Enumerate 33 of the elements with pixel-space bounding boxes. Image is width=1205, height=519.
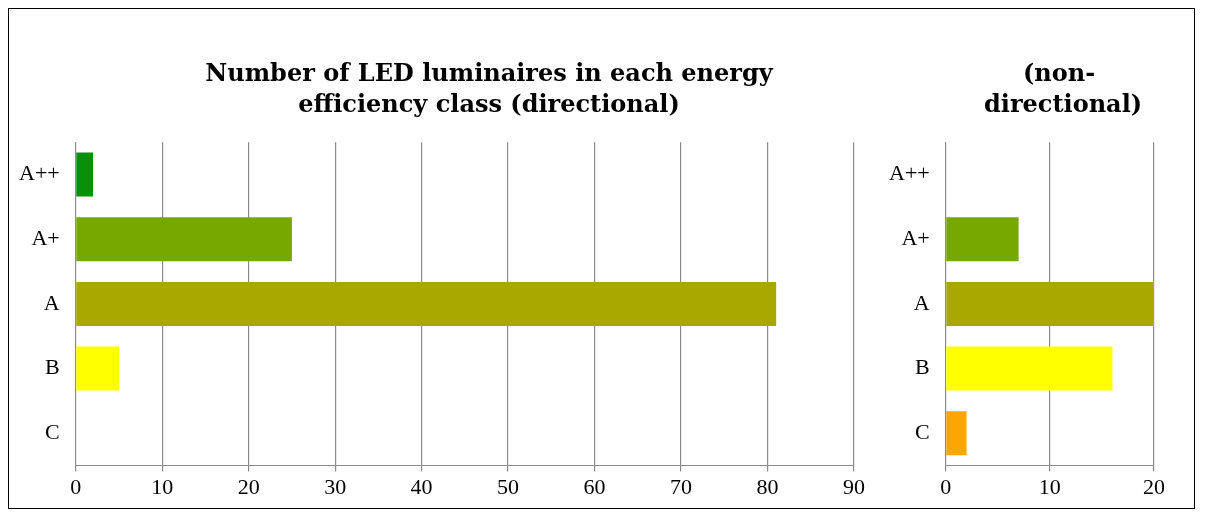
y-tick-label: C	[45, 419, 60, 445]
y-tick-label: B	[45, 354, 60, 380]
bar	[946, 411, 967, 456]
x-tick-label: 70	[670, 473, 693, 499]
y-tick-label: A	[913, 289, 930, 315]
bar	[76, 346, 119, 391]
bar	[946, 346, 1113, 391]
y-tick-label: A+	[31, 225, 60, 250]
y-tick-label: A++	[19, 160, 60, 186]
x-tick-label: 80	[756, 473, 779, 499]
chart-title: Number of LED luminaires in each energy efficiency class (directional)	[204, 56, 775, 119]
x-tick-label: 10	[151, 473, 174, 499]
x-tick-label: 0	[940, 473, 952, 499]
bar	[76, 281, 777, 326]
bar	[76, 217, 292, 262]
x-tick-label: 60	[583, 473, 606, 499]
y-tick-label: C	[915, 419, 930, 445]
x-tick-label: 10	[1038, 473, 1061, 499]
x-tick-label: 20	[237, 473, 260, 499]
chart-title: (non-directional)	[984, 56, 1143, 119]
bar	[76, 152, 93, 197]
bar	[946, 281, 1154, 326]
x-tick-label: 50	[497, 473, 520, 499]
bar	[946, 217, 1019, 262]
y-tick-label: A+	[901, 225, 930, 250]
y-tick-label: B	[915, 354, 930, 380]
x-tick-label: 40	[410, 473, 433, 499]
x-tick-label: 90	[843, 473, 865, 499]
y-tick-label: A	[43, 289, 60, 315]
x-tick-label: 0	[70, 473, 82, 499]
y-tick-label: A++	[889, 160, 930, 186]
x-tick-label: 30	[324, 473, 347, 499]
x-tick-label: 20	[1143, 473, 1165, 499]
